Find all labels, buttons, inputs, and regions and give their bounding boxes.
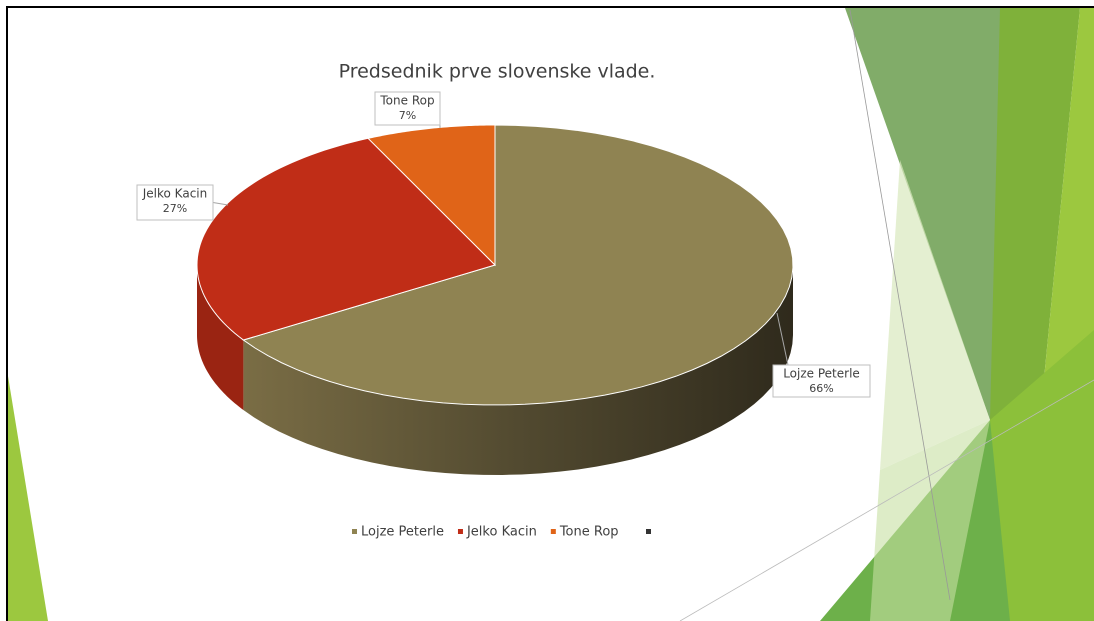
data-label-box: [136, 184, 214, 221]
decoration: [6, 6, 1094, 621]
legend-marker: [550, 529, 556, 534]
data-label-value: 7%: [399, 109, 416, 122]
data-label-value: 66%: [809, 382, 833, 395]
leader-line: [776, 312, 789, 366]
legend-marker: [352, 529, 357, 534]
legend-label: Tone Rop: [559, 525, 619, 540]
legend-marker: [646, 529, 651, 534]
legend-label: Jelko Kacin: [466, 525, 537, 540]
leader-line: [212, 202, 229, 206]
data-label-name: Jelko Kacin: [142, 187, 207, 201]
pie-slice: [196, 137, 496, 341]
legend-label: Lojze Peterle: [361, 525, 444, 540]
pie-side: [243, 265, 794, 475]
pie-slice: [367, 124, 496, 267]
pie-slice: [242, 124, 794, 406]
data-label-name: Lojze Peterle: [783, 367, 860, 381]
data-label-value: 27%: [163, 202, 187, 215]
legend-marker: [457, 529, 463, 534]
data-label-name: Tone Rop: [379, 94, 434, 108]
pie-side: [197, 265, 244, 411]
data-label-box: [772, 364, 871, 398]
chart-title: Predsednik prve slovenske vlade.: [339, 61, 656, 83]
data-label-box: [374, 91, 441, 126]
